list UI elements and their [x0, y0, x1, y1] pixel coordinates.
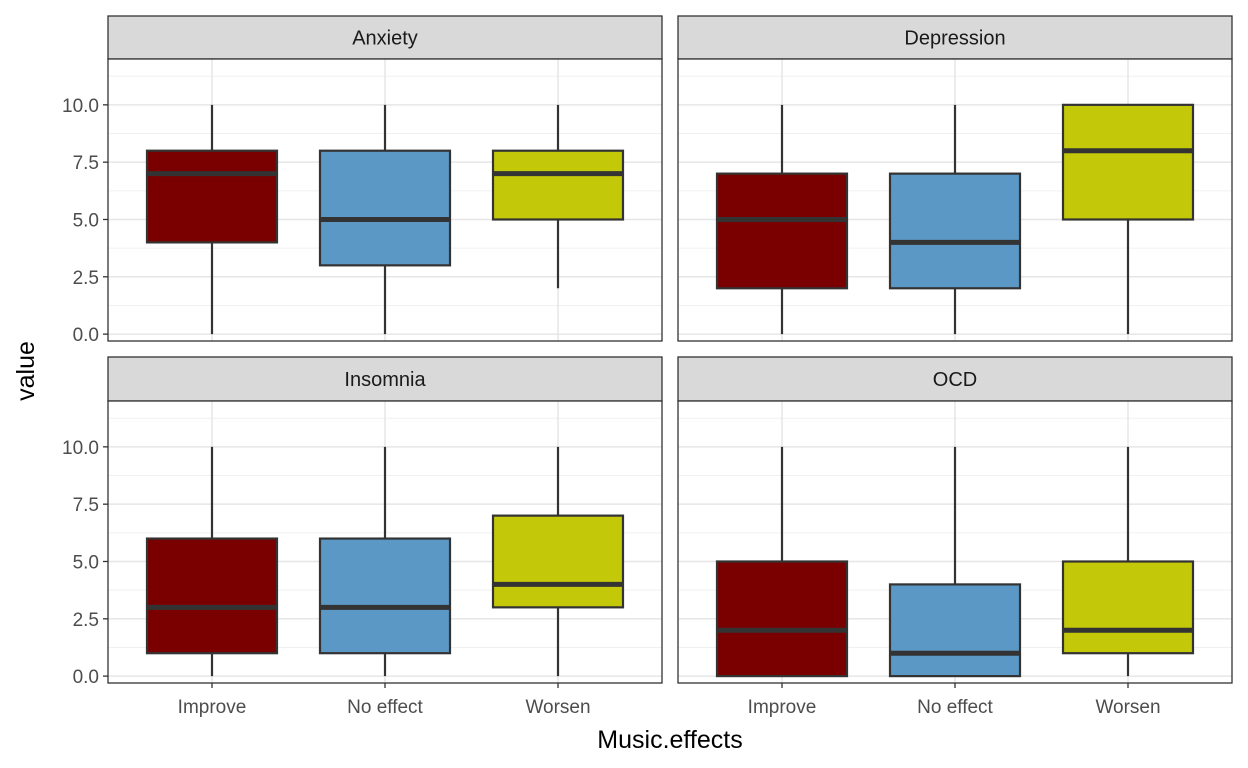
box-body — [491, 514, 625, 609]
y-tick-label: 0.0 — [73, 325, 99, 346]
box-worsen — [491, 446, 625, 677]
y-tick-label: 10.0 — [62, 96, 99, 117]
facet-strip — [677, 15, 1233, 60]
box-body — [491, 149, 625, 221]
panel-border — [107, 58, 663, 342]
facet-strip-label: Depression — [904, 28, 1005, 50]
facet-strip-label: OCD — [933, 369, 977, 391]
box-body — [145, 537, 279, 655]
facet-anxiety: Anxiety 0.0 2.5 5.0 7.5 10.0 — [62, 15, 663, 346]
box-no-effect — [318, 446, 452, 677]
box-body — [1061, 103, 1195, 221]
facet-strip — [107, 356, 663, 402]
y-axis-title: value — [12, 341, 40, 401]
x-tick-label: Worsen — [1095, 697, 1160, 718]
x-tick-label: Improve — [178, 697, 247, 718]
facet-strip — [107, 15, 663, 60]
box-improve — [145, 104, 279, 335]
x-tick-label: No effect — [917, 697, 993, 718]
box-body — [318, 537, 452, 655]
box-improve — [715, 446, 849, 678]
box-worsen — [1061, 446, 1195, 677]
box-improve — [715, 104, 849, 335]
y-tick-label: 0.0 — [73, 667, 99, 688]
box-no-effect — [888, 104, 1022, 335]
box-improve — [145, 446, 279, 677]
box-body — [715, 560, 849, 678]
facet-strip-label: Anxiety — [352, 28, 418, 50]
x-tick-label: No effect — [347, 697, 423, 718]
y-tick-label: 2.5 — [73, 268, 99, 289]
y-tick-label: 5.0 — [73, 210, 99, 231]
y-tick-label: 5.0 — [73, 552, 99, 573]
facet-depression: Depression — [677, 15, 1233, 342]
box-no-effect — [318, 104, 452, 335]
x-tick-label: Worsen — [525, 697, 590, 718]
y-tick-label: 10.0 — [62, 438, 99, 459]
box-body — [318, 149, 452, 267]
box-body — [888, 172, 1022, 290]
panel-border — [677, 58, 1233, 342]
y-tick-label: 7.5 — [73, 495, 99, 516]
box-body — [1061, 560, 1195, 655]
box-body — [715, 172, 849, 290]
box-body — [888, 583, 1022, 678]
x-tick-label: Improve — [748, 697, 817, 718]
facet-panels: Anxiety 0.0 2.5 5.0 7.5 10.0 Depression Insomni… — [62, 15, 1233, 718]
box-body — [145, 149, 279, 244]
box-worsen — [491, 104, 625, 289]
box-worsen — [1061, 103, 1195, 335]
facet-strip-label: Insomnia — [344, 369, 426, 391]
y-tick-label: 7.5 — [73, 153, 99, 174]
facet-ocd: OCD Improve No effect Worsen — [677, 356, 1233, 718]
facet-insomnia: Insomnia 0.0 2.5 5.0 7.5 10.0 Improve No effect… — [62, 356, 663, 718]
y-tick-label: 2.5 — [73, 610, 99, 631]
x-axis-title: Music.effects — [597, 726, 742, 754]
box-no-effect — [888, 446, 1022, 678]
